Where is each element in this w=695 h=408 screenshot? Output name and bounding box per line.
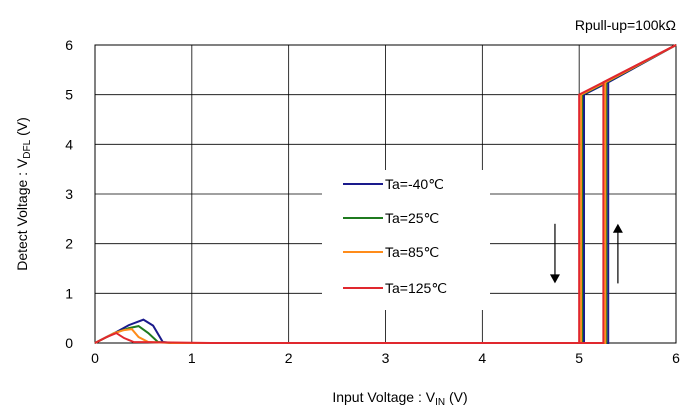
y-axis-label-unit: (V) [14,117,30,140]
y-tick-labels: 0 1 2 3 4 5 6 [65,37,73,351]
y-tick-label-3: 3 [65,186,73,202]
x-axis-label-main: Input Voltage : V [332,389,435,405]
x-axis-label-unit: (V) [445,389,468,405]
y-tick-label-0: 0 [65,335,73,351]
y-axis-label-sub: DFL [22,139,33,158]
x-tick-label-5: 5 [575,350,583,366]
y-axis-label-main: Detect Voltage : V [14,158,30,271]
y-tick-label-1: 1 [65,285,73,301]
series-line-3 [94,44,677,344]
x-tick-labels: 0 1 2 3 4 5 6 [91,350,680,366]
x-tick-label-2: 2 [285,350,293,366]
x-tick-label-4: 4 [478,350,486,366]
series-lines [94,44,677,344]
y-tick-label-6: 6 [65,37,73,53]
legend-box [322,170,490,310]
arrow-head-up [612,223,623,233]
x-axis-label-sub: IN [435,397,445,408]
legend: Ta=-40℃ Ta=25℃ Ta=85℃ Ta=125℃ [322,170,490,310]
x-tick-label-6: 6 [672,350,680,366]
y-tick-label-5: 5 [65,87,73,103]
legend-label-3: Ta=125℃ [385,280,447,296]
legend-label-0: Ta=-40℃ [385,176,444,192]
series-line-return-3 [579,44,677,344]
hysteresis-arrows [549,223,623,284]
legend-label-2: Ta=85℃ [385,244,439,260]
y-tick-label-2: 2 [65,236,73,252]
arrow-head-down [549,274,560,284]
legend-label-1: Ta=25℃ [385,210,439,226]
x-tick-label-3: 3 [382,350,390,366]
x-axis-label: Input Voltage : VIN (V) [332,389,467,408]
annotation-rpullup: Rpull-up=100kΩ [575,17,676,33]
x-tick-label-1: 1 [188,350,196,366]
y-tick-label-4: 4 [65,136,73,152]
x-tick-label-0: 0 [91,350,99,366]
y-axis-label: Detect Voltage : VDFL (V) [14,117,33,271]
